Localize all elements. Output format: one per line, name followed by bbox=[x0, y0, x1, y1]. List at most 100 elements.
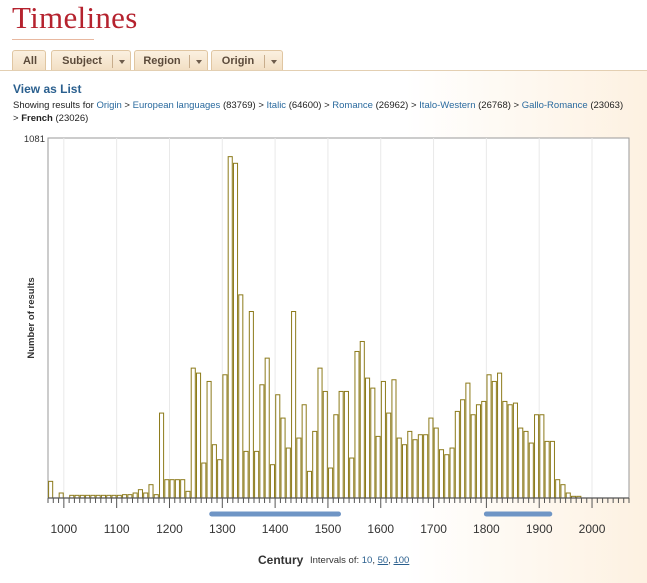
bar bbox=[264, 357, 270, 499]
interval-label: Intervals of: bbox=[310, 555, 360, 566]
tab-baseline bbox=[0, 70, 647, 71]
bar bbox=[396, 437, 402, 499]
interval-option-100[interactable]: 100 bbox=[393, 555, 410, 566]
tab-all[interactable]: All bbox=[12, 50, 46, 70]
bar bbox=[370, 387, 376, 499]
bar bbox=[217, 459, 223, 499]
bar bbox=[227, 156, 233, 499]
bar bbox=[206, 380, 212, 499]
bar bbox=[269, 464, 276, 499]
bar bbox=[454, 410, 460, 499]
bar bbox=[444, 454, 450, 499]
breadcrumb-item-italo-western[interactable]: Italo-Western bbox=[419, 100, 476, 111]
bar bbox=[481, 400, 487, 499]
bar bbox=[354, 350, 360, 499]
bar bbox=[137, 489, 143, 499]
tab-all-label: All bbox=[22, 55, 38, 67]
tab-origin[interactable]: Origin bbox=[211, 50, 283, 70]
bar bbox=[412, 439, 418, 499]
bar bbox=[211, 444, 217, 499]
bar bbox=[407, 430, 413, 499]
bar bbox=[365, 377, 371, 499]
breadcrumb-count: (26768) bbox=[478, 100, 511, 111]
bar bbox=[549, 440, 555, 499]
bar bbox=[417, 434, 423, 499]
bar bbox=[423, 434, 429, 499]
breadcrumb-item-gallo-romance[interactable]: Gallo-Romance bbox=[521, 100, 588, 111]
breadcrumb-prefix: Showing results for bbox=[13, 100, 94, 111]
bar bbox=[48, 480, 54, 499]
breadcrumb: Showing results for Origin > European la… bbox=[13, 100, 624, 124]
x-tick-label: 1700 bbox=[420, 522, 447, 536]
bar bbox=[248, 311, 254, 499]
bar bbox=[195, 372, 202, 499]
bar bbox=[169, 479, 175, 499]
interval-control: Intervals of: 10, 50, 100 bbox=[310, 555, 410, 566]
bar bbox=[312, 430, 318, 499]
bar bbox=[285, 447, 291, 499]
bar bbox=[164, 479, 170, 499]
bar bbox=[497, 372, 503, 499]
x-tick-label: 1100 bbox=[104, 522, 130, 536]
bar bbox=[259, 384, 265, 499]
bar bbox=[528, 442, 534, 499]
chevron-down-icon[interactable] bbox=[119, 60, 125, 64]
bar bbox=[296, 437, 302, 499]
bar bbox=[190, 367, 196, 499]
bar bbox=[185, 490, 191, 499]
bar bbox=[491, 380, 497, 499]
bar bbox=[275, 394, 281, 499]
bar bbox=[465, 382, 471, 499]
chevron-down-icon[interactable] bbox=[196, 60, 202, 64]
breadcrumb-item-origin[interactable]: Origin bbox=[96, 100, 122, 111]
tab-separator bbox=[264, 55, 265, 68]
bar bbox=[317, 367, 323, 499]
chevron-down-icon[interactable] bbox=[271, 60, 277, 64]
breadcrumb-count: (23026) bbox=[55, 113, 89, 124]
bar bbox=[222, 374, 228, 499]
bar bbox=[359, 340, 365, 499]
breadcrumb-item-italic[interactable]: Italic bbox=[266, 100, 287, 111]
bar bbox=[539, 414, 545, 499]
breadcrumb-item-romance[interactable]: Romance bbox=[332, 100, 373, 111]
breadcrumb-item-european-languages[interactable]: European languages bbox=[132, 100, 221, 111]
bar bbox=[401, 444, 408, 499]
tab-region[interactable]: Region bbox=[134, 50, 208, 70]
x-tick-label: 1000 bbox=[50, 522, 77, 536]
view-as-list-link[interactable]: View as List bbox=[13, 82, 82, 96]
tab-origin-label: Origin bbox=[221, 55, 255, 67]
tab-region-label: Region bbox=[143, 55, 181, 67]
bar bbox=[534, 414, 540, 499]
bar bbox=[523, 430, 529, 499]
bar bbox=[512, 402, 518, 499]
bar bbox=[386, 412, 392, 499]
bar bbox=[502, 400, 508, 499]
bar bbox=[143, 492, 149, 499]
interval-option-50[interactable]: 50 bbox=[377, 555, 389, 566]
interval-option-10[interactable]: 10 bbox=[361, 555, 373, 566]
x-axis-title: Century bbox=[258, 553, 304, 567]
x-tick-label: 1200 bbox=[156, 522, 183, 536]
breadcrumb-count: (26962) bbox=[375, 100, 409, 111]
tab-subject[interactable]: Subject bbox=[51, 50, 131, 70]
y-max-label: 1081 bbox=[24, 134, 45, 145]
bar bbox=[380, 380, 386, 499]
bar bbox=[238, 294, 244, 499]
bar bbox=[438, 449, 445, 499]
bar bbox=[254, 450, 260, 499]
bar bbox=[132, 492, 138, 499]
bar bbox=[475, 404, 482, 499]
bar bbox=[555, 479, 561, 499]
x-tick-label: 1400 bbox=[262, 522, 289, 536]
bar bbox=[343, 390, 349, 499]
bar bbox=[433, 427, 439, 499]
breadcrumb-item-french: French bbox=[21, 113, 53, 124]
bar bbox=[338, 390, 344, 499]
bar bbox=[544, 440, 550, 499]
bar bbox=[349, 457, 355, 499]
bar bbox=[243, 450, 249, 499]
x-tick-label: 1300 bbox=[209, 522, 236, 536]
x-tick-label: 2000 bbox=[579, 522, 606, 536]
bar bbox=[460, 399, 466, 499]
x-tick-label: 1600 bbox=[367, 522, 394, 536]
